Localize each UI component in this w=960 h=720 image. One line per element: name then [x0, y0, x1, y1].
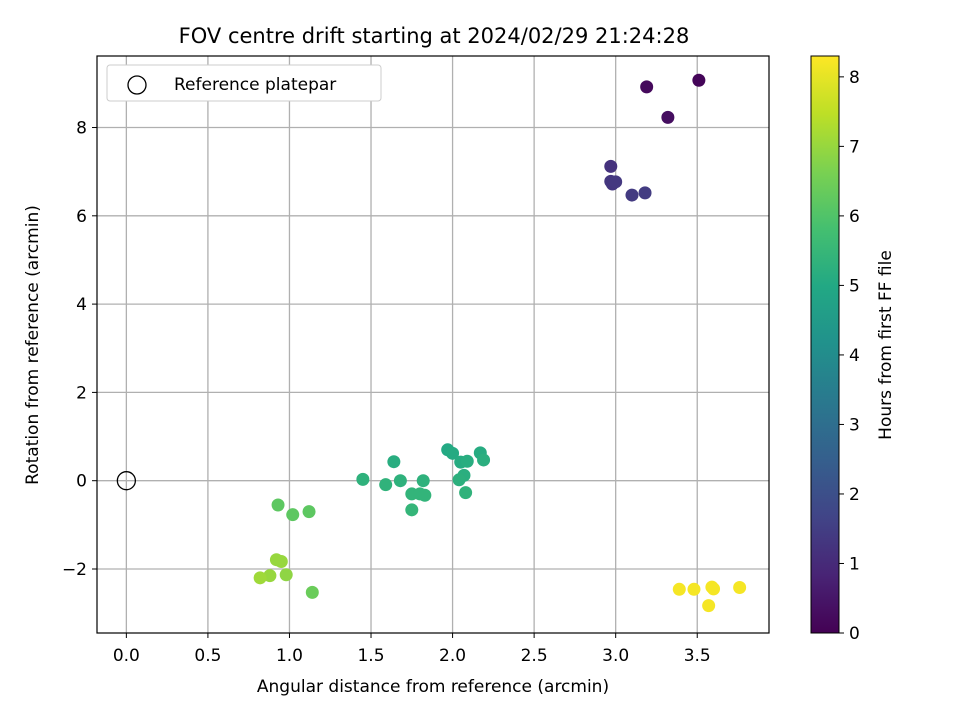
- colorbar-tick-label: 2: [849, 485, 860, 505]
- x-tick-label: 1.0: [276, 646, 303, 666]
- colorbar-tick-label: 0: [849, 624, 860, 644]
- data-point: [672, 582, 686, 596]
- data-point: [604, 159, 618, 173]
- colorbar: 0 1 2 3 4 5 6 7 8 Hours from first FF file: [810, 55, 896, 644]
- legend: Reference platepar: [106, 64, 382, 102]
- data-point: [286, 508, 300, 522]
- colorbar-ticks: 0 1 2 3 4 5 6 7 8: [839, 68, 860, 644]
- reference-point-marker: [116, 471, 137, 491]
- data-point: [733, 581, 747, 595]
- data-point: [379, 478, 393, 492]
- y-tick-label: 0: [76, 472, 87, 492]
- data-point: [707, 582, 721, 596]
- data-point: [356, 472, 370, 486]
- data-point: [446, 446, 460, 460]
- data-point: [638, 186, 652, 200]
- y-axis-ticks: −2 0 2 4 6 8: [62, 119, 97, 580]
- data-point: [459, 486, 473, 500]
- data-point: [609, 175, 623, 189]
- data-point: [416, 474, 430, 488]
- data-point: [692, 73, 706, 87]
- x-tick-label: 3.0: [602, 646, 629, 666]
- y-tick-label: 4: [76, 295, 87, 315]
- chart-title: FOV centre drift starting at 2024/02/29 …: [179, 24, 690, 48]
- colorbar-tick-label: 1: [849, 554, 860, 574]
- data-point: [702, 599, 716, 613]
- data-point: [305, 585, 319, 599]
- legend-reference-marker: [127, 75, 147, 95]
- colorbar-tick-label: 8: [849, 68, 860, 88]
- colorbar-tick-label: 7: [849, 137, 860, 157]
- x-axis-ticks: 0.0 0.5 1.0 1.5 2.0 2.5 3.0 3.5: [113, 633, 711, 666]
- grid-lines: [97, 56, 769, 633]
- plot-area-frame: [96, 55, 770, 634]
- x-tick-label: 2.5: [521, 646, 548, 666]
- colorbar-tick-label: 6: [849, 207, 860, 227]
- data-point: [279, 568, 293, 582]
- legend-label-reference: Reference platepar: [174, 75, 336, 95]
- data-point: [418, 488, 432, 502]
- data-point: [477, 453, 491, 467]
- x-tick-label: 0.0: [113, 646, 140, 666]
- colorbar-label: Hours from first FF file: [876, 250, 896, 440]
- data-point: [387, 455, 401, 469]
- y-tick-label: −2: [62, 560, 87, 580]
- y-tick-label: 6: [76, 207, 87, 227]
- colorbar-tick-label: 4: [849, 346, 860, 366]
- y-axis-label: Rotation from reference (arcmin): [23, 205, 43, 485]
- reference-marker: [116, 471, 137, 491]
- data-point: [253, 571, 267, 585]
- data-point: [274, 554, 288, 568]
- x-tick-label: 1.5: [357, 646, 384, 666]
- x-tick-label: 3.5: [684, 646, 711, 666]
- data-point: [452, 473, 466, 487]
- data-point: [405, 503, 419, 517]
- data-points: [253, 73, 747, 613]
- colorbar-tick-label: 5: [849, 276, 860, 296]
- data-point: [393, 474, 407, 488]
- data-point: [263, 569, 277, 583]
- x-axis-label: Angular distance from reference (arcmin): [257, 677, 609, 697]
- data-point: [460, 454, 474, 468]
- data-point: [640, 80, 654, 94]
- x-tick-label: 0.5: [194, 646, 221, 666]
- data-point: [271, 498, 285, 512]
- colorbar-tick-label: 3: [849, 415, 860, 435]
- colorbar-gradient: [810, 55, 840, 634]
- x-tick-label: 2.0: [439, 646, 466, 666]
- y-tick-label: 8: [76, 119, 87, 139]
- data-point: [687, 582, 701, 596]
- data-point: [625, 188, 639, 202]
- y-tick-label: 2: [76, 383, 87, 403]
- data-point: [661, 110, 675, 124]
- data-point: [302, 505, 316, 519]
- legend-box: [106, 64, 382, 102]
